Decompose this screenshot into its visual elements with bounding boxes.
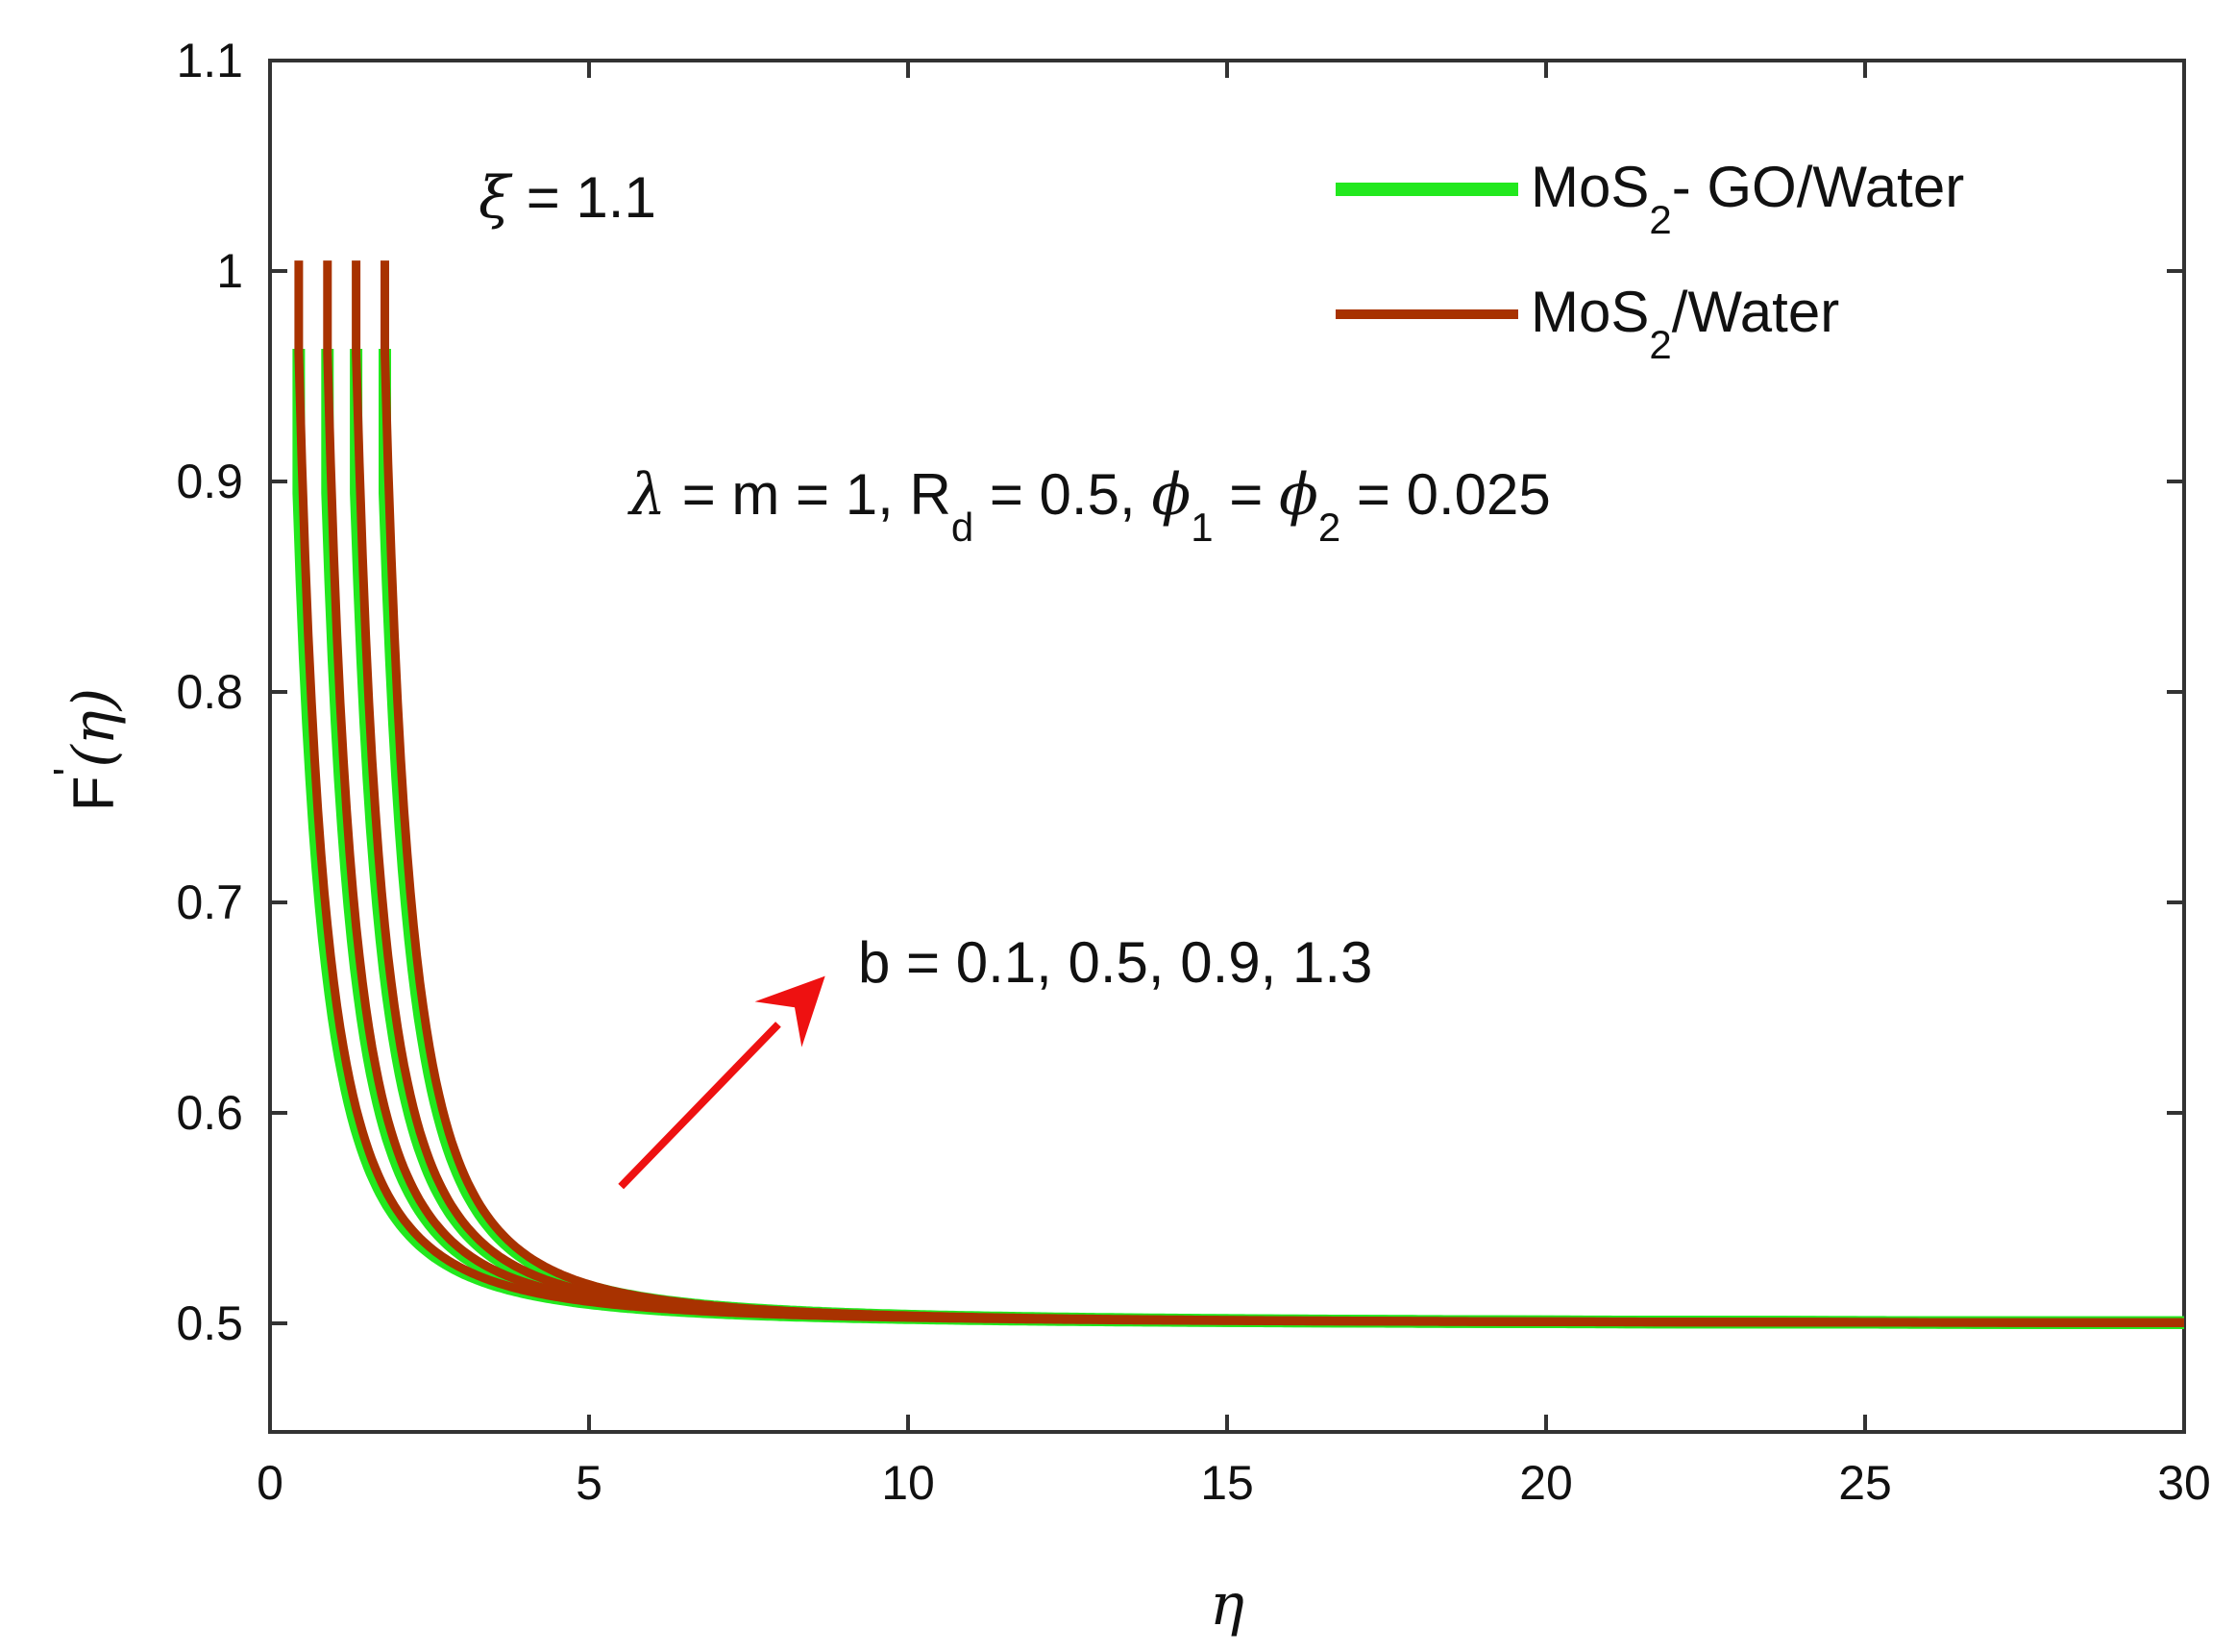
series-line-mos2-water	[381, 260, 2186, 1327]
legend-label-mos2-water: MoS2/Water	[1531, 280, 1839, 367]
x-tick-label: 25	[1838, 1456, 1892, 1510]
x-axis-label: η	[1210, 1571, 1244, 1639]
x-tick-label: 20	[1519, 1456, 1573, 1510]
y-tick-label: 0.8	[176, 665, 243, 719]
arrow-head	[754, 975, 825, 1048]
y-axis-label-prime: '	[44, 768, 94, 777]
y-tick-label: 1.1	[176, 34, 243, 87]
y-tick-label: 0.7	[176, 875, 243, 929]
y-axis-label-main: F	[61, 776, 126, 811]
x-tick-label: 15	[1200, 1456, 1254, 1510]
x-tick-label: 5	[576, 1456, 602, 1510]
arrow-shaft	[618, 1022, 781, 1190]
xi-annotation: ξ = 1.1	[479, 164, 656, 232]
legend-label-mos2-go-water: MoS2- GO/Water	[1531, 155, 1964, 242]
x-tick-label: 30	[2157, 1456, 2211, 1510]
legend: MoS2- GO/Water MoS2/Water	[1336, 155, 1964, 367]
y-tick-label: 0.6	[176, 1086, 243, 1140]
svg-text:F'(η): F'(η)	[44, 688, 128, 811]
series-line-mos2-water	[352, 260, 2186, 1327]
x-tick-label: 0	[257, 1456, 283, 1510]
plot-area-frame	[268, 59, 2186, 1434]
parameters-annotation: λ = m = 1, Rd = 0.5, ϕ1 = ϕ2 = 0.025	[627, 461, 1551, 550]
b-values-annotation: b = 0.1, 0.5, 0.9, 1.3	[858, 930, 1372, 995]
increasing-b-arrow	[618, 975, 825, 1190]
series-line-mos2-water	[323, 260, 2186, 1327]
y-tick-label: 0.9	[176, 455, 243, 508]
axis-ticks	[268, 59, 2186, 1432]
y-axis-label: F'(η)	[44, 688, 128, 811]
series-line-mos2-water	[294, 260, 2186, 1327]
series-curves	[292, 260, 2188, 1329]
x-tick-labels: 0 5 10 15 20 25 30	[257, 1456, 2211, 1510]
y-tick-label: 1	[216, 244, 243, 298]
x-tick-label: 10	[881, 1456, 935, 1510]
y-tick-labels: 0.5 0.6 0.7 0.8 0.9 1 1.1	[176, 34, 243, 1350]
y-tick-label: 0.5	[176, 1296, 243, 1350]
y-axis-label-arg: (η)	[61, 688, 128, 768]
